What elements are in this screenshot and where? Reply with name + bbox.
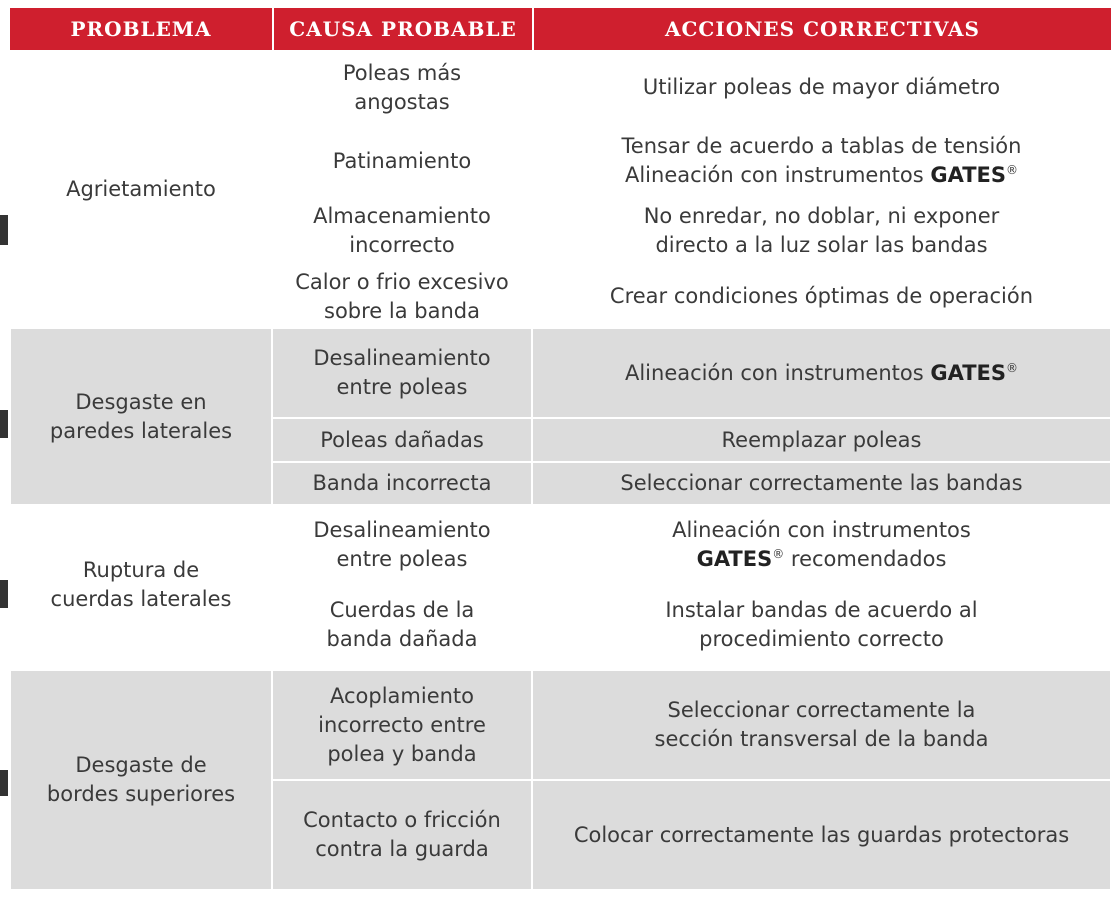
cause-cell: Poleas más angostas: [272, 50, 532, 125]
text: Tensar de acuerdo a tablas de tensión: [621, 134, 1022, 158]
text: Colocar correctamente las guardas protec…: [573, 822, 1070, 847]
text: Seleccionar correctamente las bandas: [620, 471, 1023, 495]
text-line: Reemplazar poleas: [722, 426, 922, 455]
text-line: Desalineamiento: [313, 518, 491, 542]
image-edge: [0, 215, 8, 245]
text-line: Poleas dañadas: [320, 427, 484, 452]
text: Alineación con instrumentos: [672, 518, 971, 542]
action-cell: Utilizar poleas de mayor diámetro: [532, 50, 1111, 125]
action-cell: Instalar bandas de acuerdo al procedimien…: [532, 585, 1111, 665]
text-line: Tensar de acuerdo a tablas de tensión: [622, 132, 1022, 161]
problem-cell: Ruptura de cuerdas laterales: [10, 505, 272, 665]
text-line: contra la guarda: [315, 837, 489, 861]
text-line: bordes superiores: [46, 782, 236, 806]
action-cell: Alineación con instrumentos GATES®: [532, 328, 1111, 418]
image-edge: [0, 410, 8, 438]
column-header: ACCIONES CORRECTIVAS: [534, 8, 1111, 50]
text-line: Desgaste en: [75, 389, 207, 414]
action-cell: Seleccionar correctamente la sección tran…: [532, 670, 1111, 780]
column-header: CAUSA PROBABLE: [274, 8, 532, 50]
text-line: Patinamiento: [332, 148, 472, 173]
cause-cell: Calor o frio excesivo sobre la banda: [272, 265, 532, 328]
text-line: paredes laterales: [49, 418, 233, 443]
text-line: entre poleas: [336, 375, 468, 399]
text: sección transversal de la banda: [654, 727, 989, 751]
text-line: banda dañada: [326, 627, 478, 651]
cause-cell: Patinamiento: [272, 125, 532, 197]
problem-cell: Desgaste en paredes laterales: [10, 328, 272, 505]
text-line: Agrietamiento: [66, 176, 216, 201]
text-line: Almacenamiento: [313, 204, 491, 228]
text-line: Banda incorrecta: [312, 471, 492, 495]
problem-cell: Desgaste de bordes superiores: [10, 670, 272, 890]
cause-cell: Acoplamiento incorrecto entre polea y band…: [272, 670, 532, 780]
text-line: Desalineamiento: [313, 346, 491, 370]
text-line: Ruptura de: [82, 558, 200, 582]
text-line: Contacto o fricción: [303, 808, 501, 832]
column-header: PROBLEMA: [10, 8, 272, 50]
cause-cell: Contacto o fricción contra la guarda: [272, 780, 532, 890]
text-line: sección transversal de la banda: [655, 725, 989, 754]
action-cell: Reemplazar poleas: [532, 418, 1111, 462]
problem-cell: Agrietamiento: [10, 50, 272, 328]
trademark: ®: [1006, 163, 1019, 177]
text: Alineación con instrumentos: [624, 163, 931, 187]
action-cell: Tensar de acuerdo a tablas de tensión Ali…: [532, 125, 1111, 197]
trademark: ®: [1006, 360, 1019, 375]
text-line: Crear condiciones óptimas de operación: [610, 282, 1033, 311]
text-line: Acoplamiento: [329, 683, 475, 708]
text-line: procedimiento correcto: [699, 625, 944, 654]
text-line: Seleccionar correctamente las bandas: [620, 469, 1022, 498]
text: Instalar bandas de acuerdo al: [665, 598, 978, 622]
text-line: angostas: [354, 89, 450, 114]
image-edge: [0, 580, 8, 608]
cause-cell: Almacenamiento incorrecto: [272, 197, 532, 265]
text: No enredar, no doblar, ni exponer: [643, 204, 1000, 228]
text-line: Alineación con instrumentos GATES®: [625, 161, 1018, 190]
action-cell: No enredar, no doblar, ni exponer directo…: [532, 197, 1111, 265]
text-line: Desgaste de: [75, 753, 207, 777]
text-line: No enredar, no doblar, ni exponer: [644, 202, 1000, 231]
brand-name: GATES: [930, 360, 1007, 385]
text: Reemplazar poleas: [721, 427, 922, 452]
cause-cell: Poleas dañadas: [272, 418, 532, 462]
cause-cell: Banda incorrecta: [272, 462, 532, 505]
text-line: GATES® recomendados: [697, 545, 947, 574]
action-cell: Colocar correctamente las guardas protec…: [532, 780, 1111, 890]
action-cell: Crear condiciones óptimas de operación: [532, 265, 1111, 328]
text-line: entre poleas: [336, 547, 468, 571]
text: recomendados: [784, 547, 947, 571]
text: Crear condiciones óptimas de operación: [609, 284, 1034, 308]
text-line: Alineación con instrumentos: [672, 516, 971, 545]
text-line: incorrecto: [349, 233, 455, 257]
text-line: Cuerdas de la: [329, 598, 475, 622]
text-line: polea y banda: [327, 741, 477, 766]
text: Alineación con instrumentos: [624, 360, 931, 385]
text-line: sobre la banda: [324, 298, 480, 323]
brand-name: GATES: [930, 163, 1007, 187]
cause-cell: Cuerdas de la banda dañada: [272, 585, 532, 665]
text-line: Utilizar poleas de mayor diámetro: [643, 73, 1000, 102]
text-line: Calor o frio excesivo: [295, 269, 509, 294]
brand-name: GATES: [696, 547, 773, 571]
action-cell: Seleccionar correctamente las bandas: [532, 462, 1111, 505]
text-line: Alineación con instrumentos GATES®: [625, 359, 1018, 388]
image-edge: [0, 770, 8, 796]
trademark: ®: [772, 547, 785, 561]
text-line: Instalar bandas de acuerdo al: [665, 596, 977, 625]
text-line: Seleccionar correctamente la: [668, 696, 976, 725]
text: Utilizar poleas de mayor diámetro: [642, 75, 1001, 99]
cause-cell: Desalineamiento entre poleas: [272, 505, 532, 585]
text-line: cuerdas laterales: [50, 587, 232, 611]
text-line: Colocar correctamente las guardas protec…: [574, 821, 1069, 850]
text-line: incorrecto entre: [318, 712, 486, 737]
text: Seleccionar correctamente la: [667, 698, 976, 722]
text-line: Poleas más: [342, 60, 462, 85]
text: procedimiento correcto: [699, 627, 944, 651]
text-line: directo a la luz solar las bandas: [655, 231, 987, 260]
cause-cell: Desalineamiento entre poleas: [272, 328, 532, 418]
action-cell: Alineación con instrumentos GATES® recome…: [532, 505, 1111, 585]
text: directo a la luz solar las bandas: [655, 233, 988, 257]
